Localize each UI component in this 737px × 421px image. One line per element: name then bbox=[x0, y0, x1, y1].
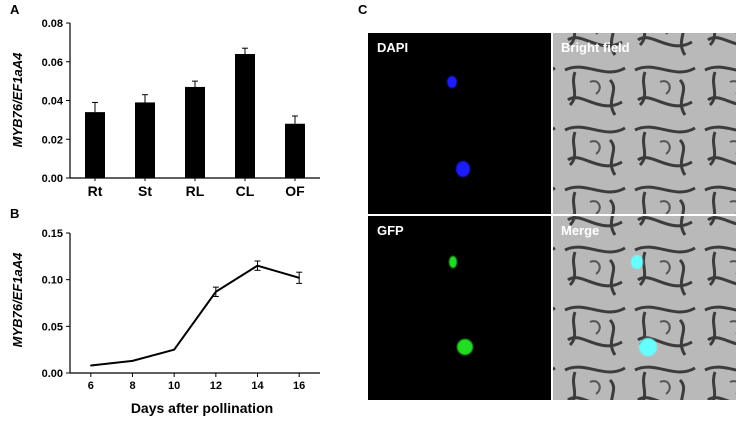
bar bbox=[235, 54, 255, 178]
gfp-label: GFP bbox=[377, 223, 404, 238]
dapi-nucleus-1 bbox=[447, 76, 457, 88]
data-point bbox=[173, 348, 175, 351]
dapi-nucleus-2 bbox=[456, 161, 470, 177]
x-tick-label-b: 16 bbox=[293, 380, 305, 392]
bright-field-label: Bright field bbox=[561, 40, 630, 55]
bar bbox=[85, 112, 105, 178]
x-tick-label-b: 14 bbox=[251, 380, 264, 392]
x-tick-label-a: OF bbox=[285, 183, 305, 199]
bar bbox=[185, 86, 205, 178]
y-tick-label-b: 0.00 bbox=[42, 368, 63, 380]
line-chart-b: MYB76/EF1aA4 Days after pollination 0.00… bbox=[10, 228, 320, 416]
dapi-label: DAPI bbox=[377, 40, 408, 55]
merge-label: Merge bbox=[561, 223, 599, 238]
x-tick-label-a: CL bbox=[236, 183, 255, 199]
x-tick-label-a: St bbox=[138, 183, 152, 199]
merge-nucleus-1 bbox=[631, 255, 643, 269]
data-point bbox=[90, 364, 92, 367]
y-tick-label-b: 0.15 bbox=[42, 228, 63, 240]
micrograph-grid: DAPI Bright field GFP Merge bbox=[368, 33, 736, 400]
x-tick-label-a: Rt bbox=[88, 183, 103, 199]
y-axis-label-a: MYB76/EF1aA4 bbox=[10, 52, 25, 147]
y-tick-label-b: 0.05 bbox=[42, 321, 63, 333]
x-tick-label-a: RL bbox=[186, 183, 205, 199]
gfp-nucleus-1 bbox=[449, 256, 457, 268]
merge-panel bbox=[553, 216, 736, 400]
y-axis-label-b: MYB76/EF1aA4 bbox=[10, 252, 25, 347]
y-tick-label-b: 0.10 bbox=[42, 275, 63, 287]
x-tick-label-b: 10 bbox=[168, 380, 180, 392]
bar bbox=[285, 123, 305, 178]
y-tick-label-a: 0.02 bbox=[42, 134, 63, 146]
bright-field-panel bbox=[553, 33, 736, 214]
panel-label-b: B bbox=[10, 206, 19, 221]
x-tick-label-b: 8 bbox=[129, 380, 135, 392]
y-tick-label-a: 0.04 bbox=[42, 96, 64, 108]
dapi-panel bbox=[368, 33, 551, 214]
merge-nucleus-2 bbox=[639, 338, 657, 356]
y-tick-label-a: 0.06 bbox=[42, 57, 63, 69]
x-axis-label-b: Days after pollination bbox=[131, 400, 273, 416]
y-tick-label-a: 0.00 bbox=[42, 173, 63, 185]
x-tick-label-b: 12 bbox=[210, 380, 222, 392]
bar-chart-a: MYB76/EF1aA4 0.00 0.02 0.04 0.06 0.08 Rt St RL C… bbox=[10, 18, 320, 199]
data-point bbox=[131, 360, 134, 362]
gfp-panel bbox=[368, 216, 551, 400]
x-tick-label-b: 6 bbox=[88, 380, 94, 392]
gfp-nucleus-2 bbox=[457, 339, 473, 355]
y-tick-label-a: 0.08 bbox=[42, 18, 63, 30]
series-line bbox=[90, 264, 300, 367]
panel-label-c: C bbox=[358, 2, 368, 17]
panel-label-a: A bbox=[10, 2, 20, 17]
bar bbox=[135, 102, 155, 178]
